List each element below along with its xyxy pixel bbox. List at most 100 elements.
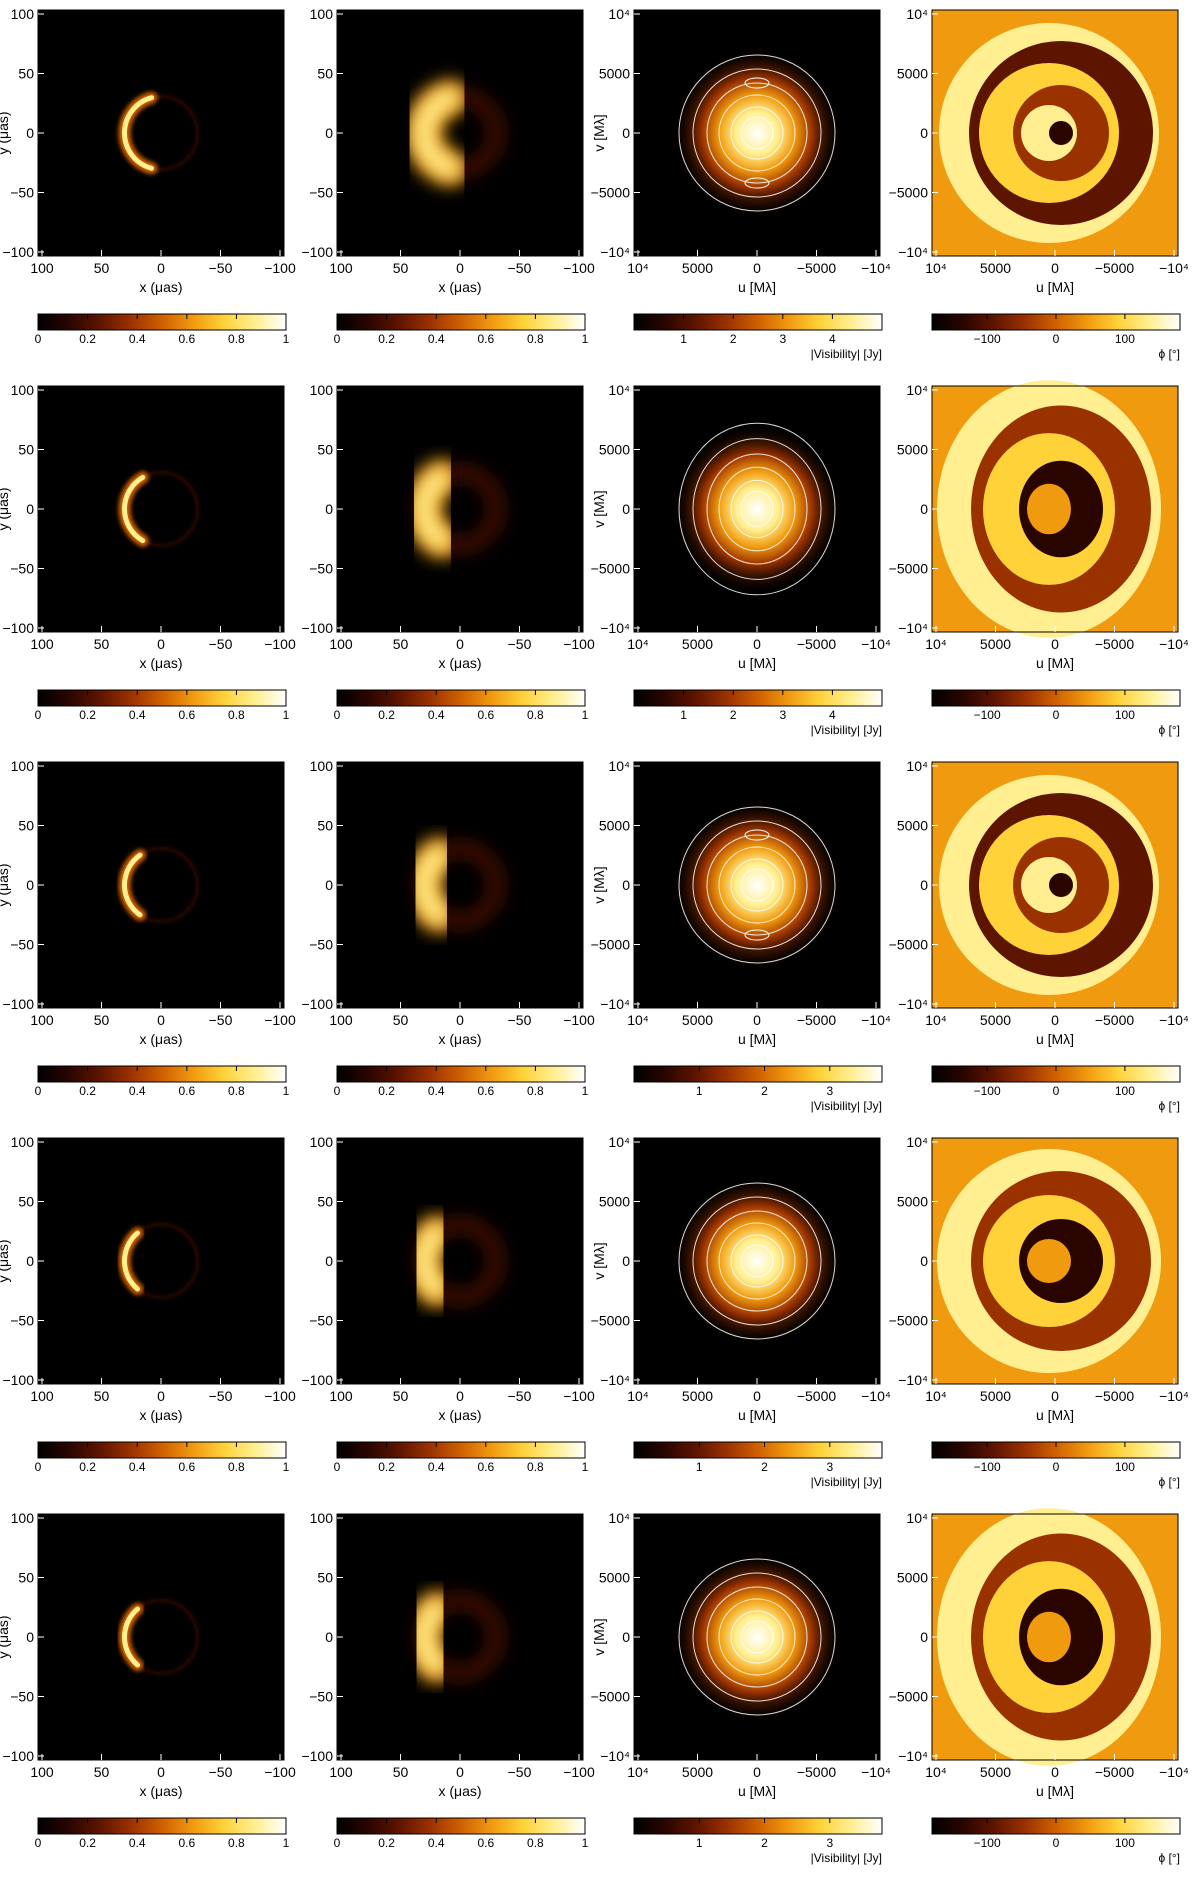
x-tick-label: −5000 [797,1764,837,1780]
amplitude-blob [672,1552,842,1722]
colorbar-tick-label: 1 [283,1460,290,1474]
x-tick-label: 0 [456,1012,464,1028]
colorbar-tick-label: 1 [582,1460,589,1474]
y-tick-label: 10⁴ [608,758,630,774]
x-axis-label: x (μas) [438,655,481,671]
x-tick-label: 5000 [980,1012,1011,1028]
colorbar-tick-label: 1 [283,1836,290,1850]
colorbar-tick-label: 0.8 [527,1460,544,1474]
x-tick-label: −50 [209,636,233,652]
y-tick-label: 5000 [599,818,630,834]
y-tick-label: 5000 [897,442,928,458]
y-tick-label: 0 [325,1629,333,1645]
y-tick-label: −10⁴ [898,244,928,260]
secondary-lobe-contour [744,177,770,189]
x-tick-label: 0 [753,636,761,652]
y-tick-label: −100 [301,620,333,636]
y-tick-label: 0 [325,1253,333,1269]
y-tick-label: −10⁴ [600,1372,630,1388]
y-axis-label: v [Mλ] [591,114,607,151]
y-tick-label: −50 [309,1313,333,1329]
colorbar-tick-label: 3 [779,332,786,346]
x-tick-label: 10⁴ [925,260,947,276]
x-tick-label: 0 [157,1012,165,1028]
colorbar-tick-label: 2 [730,708,737,722]
x-axis-label: u [Mλ] [1036,655,1074,671]
x-tick-label: 10⁴ [627,636,649,652]
colorbar-tick-label: −100 [974,1084,1001,1098]
colorbar-tick-label: 0.2 [79,1836,96,1850]
y-tick-label: 50 [18,1570,34,1586]
amplitude-contour [692,68,822,198]
x-tick-label: 0 [456,1764,464,1780]
crescent [413,845,450,925]
colorbar-tick-label: 0 [1053,1460,1060,1474]
y-tick-label: 0 [920,501,928,517]
x-tick-label: −50 [508,636,532,652]
panel-background [337,1514,583,1760]
x-axis-label: x (μas) [438,1783,481,1799]
amplitude-contour [678,1182,836,1340]
colorbar-tick-label: 0.6 [477,332,494,346]
colorbar-tick-label: 0.6 [178,332,195,346]
x-tick-label: −10⁴ [861,636,891,652]
colorbar-tick-label: 0.8 [527,1084,544,1098]
x-tick-label: 50 [393,1012,409,1028]
x-tick-label: −100 [563,1012,595,1028]
colorbar-tick-label: 0.4 [129,1836,146,1850]
y-tick-label: −100 [2,1372,34,1388]
colorbar [37,1441,287,1459]
x-tick-label: 50 [393,636,409,652]
x-tick-label: 50 [94,260,110,276]
x-axis-label: x (μas) [139,279,182,295]
y-tick-label: 50 [317,1194,333,1210]
colorbar-tick-label: 0 [1053,1084,1060,1098]
colorbar-tick-label: 1 [680,708,687,722]
amplitude-contour [740,116,774,150]
y-tick-label: −10⁴ [898,1372,928,1388]
crescent [413,87,461,179]
x-tick-label: 50 [94,636,110,652]
colorbar [336,1065,586,1083]
amplitude-contour [740,1620,774,1654]
colorbar-tick-label: 0.8 [228,708,245,722]
colorbar [633,1441,883,1459]
colorbar-tick-label: 1 [696,1084,703,1098]
x-tick-label: 0 [456,636,464,652]
y-tick-label: 0 [325,877,333,893]
y-tick-label: −5000 [591,561,631,577]
colorbar [37,1065,287,1083]
x-tick-label: −10⁴ [861,1388,891,1404]
colorbar-tick-label: 0.4 [129,1460,146,1474]
y-tick-label: −100 [2,244,34,260]
secondary-lobe-contour [744,929,770,941]
x-tick-label: 100 [329,1012,353,1028]
panel-background [337,386,583,632]
colorbar-tick-label: 1 [582,332,589,346]
y-tick-label: 0 [622,877,630,893]
amplitude-contour [740,490,774,528]
colorbar-tick-label: 0.6 [178,708,195,722]
x-tick-label: −5000 [797,1388,837,1404]
colorbar-tick-label: 0 [334,1460,341,1474]
colorbar-tick-label: 0.6 [477,708,494,722]
y-tick-label: −10⁴ [600,620,630,636]
amplitude-contour [706,453,808,565]
amplitude-contour [718,94,796,172]
colorbar-tick-label: 0.2 [79,332,96,346]
colorbar-tick-label: 2 [761,1836,768,1850]
colorbar-tick-label: 100 [1115,332,1135,346]
x-tick-label: 0 [456,260,464,276]
colorbar-tick-label: 1 [283,1084,290,1098]
x-axis-label: x (μas) [139,1783,182,1799]
amplitude-contour [706,834,808,936]
